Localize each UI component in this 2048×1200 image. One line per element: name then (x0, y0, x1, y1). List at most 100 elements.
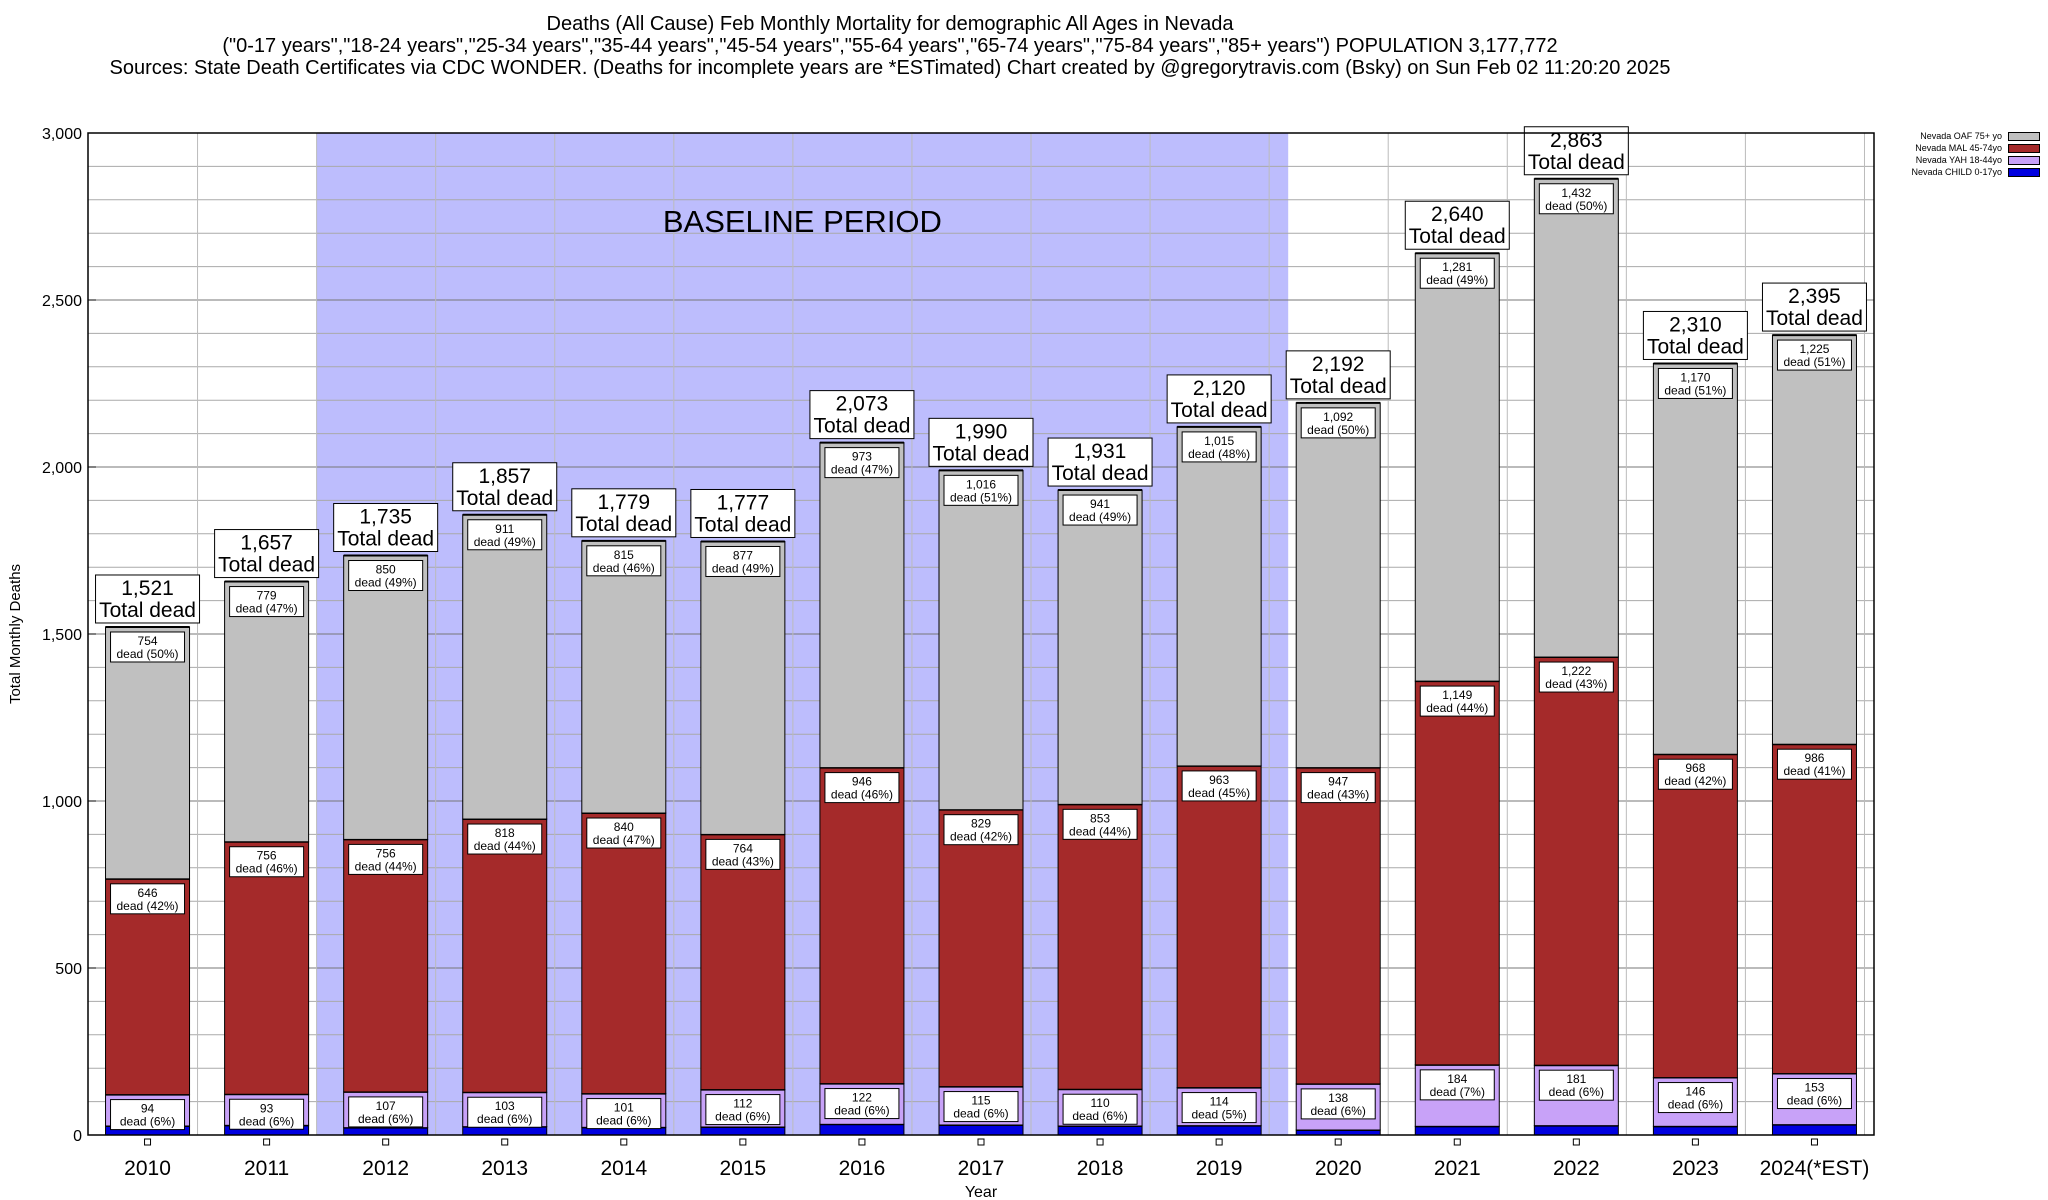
segment-label-box (1538, 661, 1614, 693)
legend-item: Nevada YAH 18-44yo (1880, 154, 2040, 166)
segment-label-box (1657, 1082, 1733, 1114)
segment-percent-label: dead (47%) (593, 833, 655, 847)
total-value-label: 2,395 (1788, 285, 1841, 308)
segment-label-box (348, 1096, 424, 1128)
segment-label-box (229, 586, 305, 618)
segment-label-box (1776, 1078, 1852, 1110)
x-tick-marker (1334, 1138, 1342, 1146)
segment-value-label: 115 (971, 1094, 990, 1108)
segment-percent-label: dead (44%) (355, 859, 417, 873)
segment-label-box (110, 1099, 186, 1131)
segment-label-box (705, 545, 781, 577)
segment-percent-label: dead (6%) (1668, 1098, 1723, 1112)
segment-value-label: 646 (138, 886, 158, 900)
y-axis-label: Total Monthly Deaths (7, 564, 24, 704)
segment-value-label: 968 (1685, 761, 1705, 775)
segment-label-box (1419, 685, 1495, 717)
legend-label: Nevada OAF 75+ yo (1920, 131, 2002, 141)
bar-segment (462, 1126, 548, 1136)
y-tick-label: 0 (73, 1128, 82, 1145)
segment-value-label: 764 (733, 841, 753, 855)
total-value-label: 2,640 (1431, 203, 1484, 226)
segment-label-box (1776, 748, 1852, 780)
total-suffix-label: Total dead (99, 599, 196, 622)
segment-percent-label: dead (51%) (950, 490, 1012, 504)
x-tick-marker (1572, 1138, 1580, 1146)
segment-label-box (824, 447, 900, 479)
bar-segment (700, 833, 786, 1091)
x-tick-marker (1691, 1138, 1699, 1146)
total-value-label: 1,521 (121, 577, 174, 600)
total-value-label: 1,779 (598, 491, 651, 514)
bar-segment (343, 555, 429, 840)
legend-item: Nevada CHILD 0-17yo (1880, 166, 2040, 178)
total-label-box (1047, 437, 1153, 487)
total-value-label: 2,310 (1669, 313, 1722, 336)
segment-value-label: 986 (1804, 751, 1824, 765)
total-label-box (1404, 200, 1510, 250)
segment-value-label: 818 (495, 826, 515, 840)
segment-label-box (1419, 257, 1495, 289)
segment-percent-label: dead (49%) (712, 561, 774, 575)
segment-label-box (348, 560, 424, 592)
bar-segment (1414, 252, 1500, 682)
x-tick-marker (263, 1138, 271, 1146)
segment-percent-label: dead (46%) (831, 788, 893, 802)
x-tick-label: 2010 (124, 1157, 171, 1180)
bar-segment (1414, 1125, 1500, 1136)
total-suffix-label: Total dead (1409, 225, 1506, 248)
bar-segment (1771, 1124, 1857, 1136)
total-value-label: 1,657 (240, 532, 293, 555)
bar-segment (1176, 765, 1262, 1089)
y-tick-label: 3,000 (42, 126, 82, 143)
segment-value-label: 181 (1566, 1072, 1586, 1086)
total-suffix-label: Total dead (218, 554, 315, 577)
legend: Nevada OAF 75+ yo Nevada MAL 45-74yo Nevad… (1880, 130, 2040, 178)
segment-percent-label: dead (7%) (1430, 1085, 1485, 1099)
segment-label-box (1062, 494, 1138, 526)
segment-value-label: 122 (852, 1091, 872, 1105)
total-label-box (452, 462, 558, 512)
bar-segment (1057, 803, 1143, 1090)
segment-label-box (348, 843, 424, 875)
segment-percent-label: dead (42%) (1664, 774, 1726, 788)
bar-segment (1295, 767, 1381, 1085)
segment-label-box (1776, 339, 1852, 371)
total-value-label: 2,863 (1550, 129, 1603, 152)
total-label-box (690, 488, 796, 538)
segment-label-box (110, 883, 186, 915)
segment-value-label: 114 (1210, 1095, 1229, 1109)
total-value-label: 2,120 (1193, 377, 1246, 400)
total-suffix-label: Total dead (575, 513, 672, 536)
segment-value-label: 1,092 (1323, 410, 1353, 424)
segment-value-label: 850 (376, 563, 396, 577)
segment-percent-label: dead (47%) (236, 602, 298, 616)
segment-percent-label: dead (6%) (477, 1112, 532, 1126)
x-tick-marker (1810, 1138, 1818, 1146)
bar-segment (462, 514, 548, 820)
segment-label-box (943, 1091, 1019, 1123)
bar-segment (1414, 680, 1500, 1066)
segment-value-label: 840 (614, 820, 634, 834)
segment-percent-label: dead (6%) (596, 1114, 651, 1128)
segment-percent-label: dead (6%) (1311, 1104, 1366, 1118)
segment-percent-label: dead (44%) (1069, 824, 1131, 838)
segment-value-label: 963 (1209, 773, 1229, 787)
segment-percent-label: dead (50%) (117, 647, 179, 661)
total-label-box (1761, 282, 1867, 332)
total-suffix-label: Total dead (337, 528, 434, 551)
bar-segment (343, 1127, 429, 1136)
x-tick-label: 2018 (1077, 1157, 1124, 1180)
x-tick-marker (1453, 1138, 1461, 1146)
segment-percent-label: dead (6%) (1549, 1085, 1604, 1099)
x-tick-label: 2015 (720, 1157, 767, 1180)
segment-value-label: 946 (852, 775, 872, 789)
segment-value-label: 911 (495, 522, 514, 536)
bar-segment (581, 540, 667, 814)
x-tick-marker (977, 1138, 985, 1146)
segment-label-box (467, 823, 543, 855)
segment-value-label: 756 (257, 849, 277, 863)
segment-percent-label: dead (43%) (1545, 677, 1607, 691)
segment-value-label: 877 (733, 548, 753, 562)
total-value-label: 2,073 (836, 393, 889, 416)
